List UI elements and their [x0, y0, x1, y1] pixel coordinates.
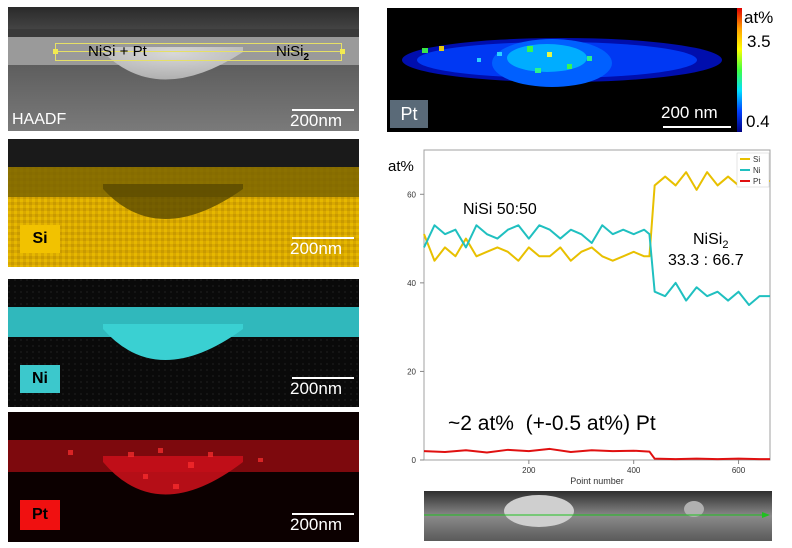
pt-heatmap-panel: Pt 200 nm	[387, 8, 737, 132]
pt-map-image	[8, 412, 359, 542]
colorbar-min-label: 0.4	[746, 112, 770, 131]
annotation-pt-note: ~2 at% (+-0.5 at%) Pt	[448, 412, 656, 435]
pt-map-panel: Pt 200nm	[8, 412, 359, 542]
series-line-ni	[423, 224, 770, 306]
haadf-line-start-handle	[53, 49, 58, 54]
si-scale-bar	[292, 237, 354, 239]
haadf-image-panel: NiSi + Pt NiSi2 HAADF 200nm	[8, 7, 359, 131]
y-tick-label: 20	[407, 367, 416, 376]
pt-map-speckle	[68, 448, 263, 489]
haadf-image	[8, 7, 359, 131]
haadf-line-end-handle	[340, 49, 345, 54]
pt-heatmap-image	[387, 8, 737, 132]
si-scale-label: 200nm	[290, 239, 342, 258]
haadf-corner-label: HAADF	[12, 111, 67, 128]
pt-heatmap-scale-label: 200 nm	[661, 103, 718, 122]
x-tick-label: 200	[522, 466, 536, 475]
chart-ylabel: at%	[388, 158, 414, 175]
pt-scale-bar	[292, 513, 354, 515]
annotation-nisi: NiSi 50:50	[463, 201, 537, 218]
y-tick-label: 40	[407, 279, 416, 288]
line-profile-chart: 0 20 40 60 200 400 600 Point number Si Ni Pt	[407, 149, 771, 486]
profile-strip-image	[424, 491, 772, 541]
legend-label-si: Si	[753, 155, 760, 164]
ni-scale-label: 200nm	[290, 379, 342, 398]
x-tick-label: 600	[732, 466, 746, 475]
si-map-panel: Si 200nm	[8, 139, 359, 267]
colorbar-unit-label: at%	[744, 8, 774, 27]
series-line-si	[423, 171, 770, 262]
annotation-nisi2-ratio: 33.3 : 66.7	[668, 252, 744, 269]
pt-scale-label: 200nm	[290, 515, 342, 534]
profile-strip-svg	[424, 491, 772, 541]
pt-heatmap-hotspots	[422, 46, 592, 73]
haadf-scale-bar	[292, 109, 354, 111]
y-tick-label: 60	[407, 190, 416, 199]
series-line-pt	[423, 447, 770, 461]
ni-map-image	[8, 279, 359, 407]
pt-heatmap-label-chip: Pt	[390, 100, 428, 128]
legend-label-ni: Ni	[753, 166, 761, 175]
x-axis-label: Point number	[570, 476, 624, 486]
haadf-phase-right-label: NiSi2	[276, 43, 310, 63]
plot-area	[423, 149, 771, 461]
pt-heatmap-colorbar	[737, 8, 742, 132]
legend-label-pt: Pt	[753, 177, 761, 186]
ni-map-panel: Ni 200nm	[8, 279, 359, 407]
haadf-line-center	[55, 51, 342, 52]
ni-element-chip: Ni	[20, 365, 60, 393]
pt-heatmap-scale-bar	[663, 126, 731, 128]
si-map-image	[8, 139, 359, 267]
x-tick-label: 400	[627, 466, 641, 475]
pt-element-chip: Pt	[20, 500, 60, 530]
si-element-chip: Si	[20, 225, 60, 253]
y-tick-label: 0	[412, 456, 417, 465]
haadf-scale-label: 200nm	[290, 111, 342, 130]
annotation-nisi2-name: NiSi2	[693, 231, 729, 252]
ni-scale-bar	[292, 377, 354, 379]
colorbar-max-label: 3.5	[747, 32, 771, 51]
haadf-phase-left-label: NiSi + Pt	[88, 43, 147, 60]
